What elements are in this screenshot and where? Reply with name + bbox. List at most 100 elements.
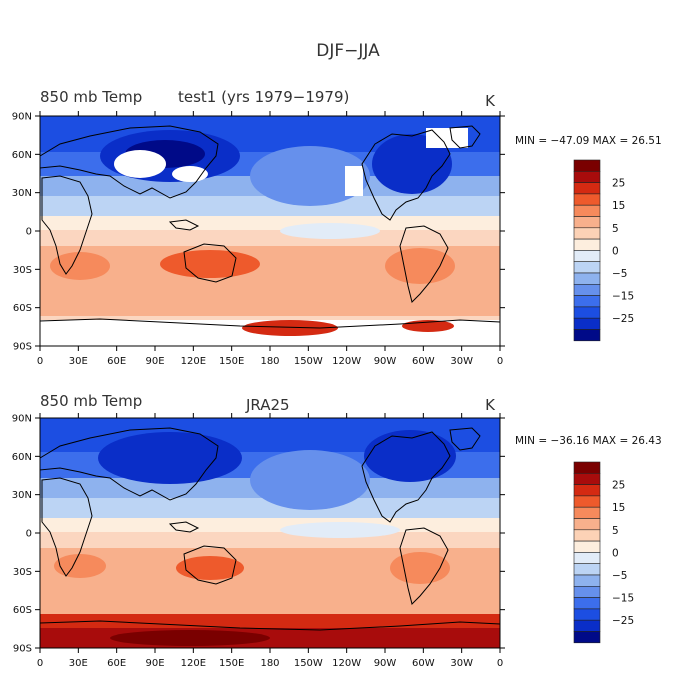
colorbar-label: 15: [612, 200, 625, 212]
colorbar-swatch: [573, 216, 601, 229]
lon-tick-label: 120E: [181, 658, 206, 669]
panel-units: K: [485, 92, 496, 110]
colorbar-label: −5: [612, 570, 627, 582]
lon-tick-label: 30E: [69, 658, 88, 669]
lat-tick-labels: 90N 60N 30N 0 30S 60S 90S: [12, 112, 505, 353]
colorbar-swatch: [573, 317, 601, 330]
panel-test1: 850 mb Temp test1 (yrs 1979−1979) K: [12, 88, 505, 367]
colorbar-swatch: [573, 608, 601, 621]
lat-tick-label: 60N: [12, 452, 32, 463]
lat-tick-label: 90S: [13, 342, 32, 353]
colorbar-label: 0: [612, 547, 619, 559]
colorbar-label: −15: [612, 593, 634, 605]
colorbar-label: 0: [612, 245, 619, 257]
colorbar-label: −25: [612, 313, 634, 325]
lat-tick-label: 90S: [13, 644, 32, 655]
lon-tick-label: 90W: [374, 658, 397, 669]
colorbar-swatch: [573, 552, 601, 565]
lat-tick-label: 60N: [12, 150, 32, 161]
colorbar-swatch: [573, 473, 601, 485]
colorbar-swatch: [573, 597, 601, 610]
lat-tick-label: 30S: [13, 567, 32, 578]
lat-tick-label: 60S: [13, 605, 32, 616]
map-field: [40, 418, 500, 648]
colorbar-swatch: [573, 518, 601, 531]
colorbar-label: 25: [612, 178, 625, 190]
lat-tick-label: 0: [26, 227, 32, 238]
colorbar-label: −15: [612, 291, 634, 303]
colorbar-label: 25: [612, 480, 625, 492]
lon-tick-label: 60W: [412, 356, 435, 367]
colorbar-swatch: [573, 306, 601, 319]
lon-tick-labels: 0 30E 60E 90E 120E 150E 180 150W 120W 90W 60W 30W 0: [37, 413, 503, 669]
colorbar-swatch: [573, 204, 601, 217]
lon-tick-label: 180: [260, 356, 279, 367]
figure-title: DJF−JJA: [316, 41, 380, 61]
panel-stats: MIN = −47.09 MAX = 26.51: [515, 135, 662, 147]
panel-left-label: 850 mb Temp: [40, 88, 142, 106]
colorbar-swatch: [573, 574, 601, 587]
lon-tick-label: 0: [497, 658, 503, 669]
colorbar-swatch: [573, 227, 601, 240]
colorbar-swatch: [573, 540, 601, 553]
lon-tick-label: 0: [37, 658, 43, 669]
panel-center-label: test1 (yrs 1979−1979): [178, 88, 349, 106]
lon-tick-label: 30E: [69, 356, 88, 367]
lon-tick-label: 120E: [181, 356, 206, 367]
lat-tick-label: 30N: [12, 490, 32, 501]
lon-tick-label: 90W: [374, 356, 397, 367]
colorbar-swatch: [573, 284, 601, 296]
lon-tick-label: 60E: [107, 356, 126, 367]
colorbar-swatch: [573, 631, 601, 644]
lon-tick-label: 180: [260, 658, 279, 669]
lat-tick-label: 90N: [12, 112, 32, 123]
colorbar-swatch: [573, 619, 601, 632]
map-field: [40, 116, 500, 346]
colorbar-panel1: 25 15 5 0 −5 −15 −25: [573, 159, 634, 342]
lat-tick-label: 0: [26, 529, 32, 540]
colorbar-label: 5: [612, 525, 619, 537]
colorbar-swatch: [573, 238, 601, 251]
lon-tick-label: 90E: [145, 356, 164, 367]
panel-center-label: JRA25: [245, 396, 290, 414]
lon-tick-label: 0: [497, 356, 503, 367]
panel-units: K: [485, 396, 496, 414]
lon-tick-label: 150W: [294, 356, 323, 367]
lon-tick-label: 0: [37, 356, 43, 367]
colorbar-swatch: [573, 182, 601, 195]
colorbar-swatch: [573, 563, 601, 576]
colorbar-swatch: [573, 329, 601, 342]
colorbar-swatch: [573, 159, 601, 172]
lon-tick-label: 60E: [107, 658, 126, 669]
colorbar-label: −25: [612, 615, 634, 627]
panel-jra25: 850 mb Temp JRA25 K 90N60N30N030S60S90S …: [12, 392, 505, 669]
colorbar-panel2: 25 15 5 0 −5 −15 −25: [573, 461, 634, 644]
lat-tick-label: 60S: [13, 303, 32, 314]
colorbar-swatch: [573, 261, 601, 274]
lat-tick-label: 30S: [13, 265, 32, 276]
colorbar-swatch: [573, 495, 601, 508]
lon-tick-label: 150E: [219, 658, 244, 669]
colorbar-swatch: [573, 295, 601, 308]
lon-tick-label: 150W: [294, 658, 323, 669]
lon-tick-label: 30W: [450, 356, 473, 367]
colorbar-label: 15: [612, 502, 625, 514]
colorbar-swatch: [573, 529, 601, 542]
lon-tick-label: 150E: [219, 356, 244, 367]
lon-tick-label: 120W: [332, 658, 361, 669]
colorbar-swatch: [573, 461, 601, 474]
colorbar-swatch: [573, 272, 601, 285]
lat-tick-label: 30N: [12, 188, 32, 199]
lat-tick-label: 90N: [12, 414, 32, 425]
lon-tick-label: 60W: [412, 658, 435, 669]
panel-stats: MIN = −36.16 MAX = 26.43: [515, 435, 662, 447]
lon-tick-labels: 0 30E 60E 90E 120E 150E 180 150W 120W 90W 60W 30W 0: [37, 111, 503, 367]
colorbar-swatch: [573, 586, 601, 598]
lat-tick-labels: 90N 60N 30N 0 30S 60S 90S: [12, 414, 505, 655]
lon-tick-label: 90E: [145, 658, 164, 669]
lon-tick-label: 120W: [332, 356, 361, 367]
colorbar-swatch: [573, 250, 601, 263]
colorbar-label: 5: [612, 223, 619, 235]
colorbar-label: −5: [612, 268, 627, 280]
